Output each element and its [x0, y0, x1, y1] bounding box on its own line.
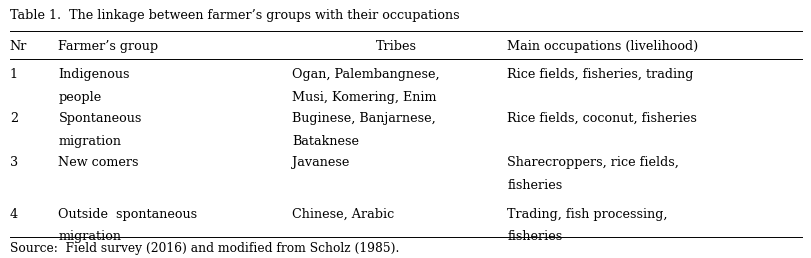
Text: Rice fields, fisheries, trading: Rice fields, fisheries, trading	[507, 68, 693, 81]
Text: Musi, Komering, Enim: Musi, Komering, Enim	[292, 91, 436, 104]
Text: Ogan, Palembangnese,: Ogan, Palembangnese,	[292, 68, 440, 81]
Text: Buginese, Banjarnese,: Buginese, Banjarnese,	[292, 112, 436, 125]
Text: Trading, fish processing,: Trading, fish processing,	[507, 208, 667, 221]
Text: 1: 1	[10, 68, 18, 81]
Text: Chinese, Arabic: Chinese, Arabic	[292, 208, 394, 221]
Text: 2: 2	[10, 112, 18, 125]
Text: Main occupations (livelihood): Main occupations (livelihood)	[507, 40, 698, 53]
Text: people: people	[58, 91, 101, 104]
Text: migration: migration	[58, 230, 122, 243]
Text: migration: migration	[58, 135, 122, 148]
Text: Source:  Field survey (2016) and modified from Scholz (1985).: Source: Field survey (2016) and modified…	[10, 242, 399, 255]
Text: Outside  spontaneous: Outside spontaneous	[58, 208, 197, 221]
Text: Bataknese: Bataknese	[292, 135, 359, 148]
Text: Nr: Nr	[10, 40, 27, 53]
Text: 3: 3	[10, 156, 18, 169]
Text: Indigenous: Indigenous	[58, 68, 130, 81]
Text: fisheries: fisheries	[507, 179, 562, 192]
Text: New comers: New comers	[58, 156, 139, 169]
Text: Table 1.  The linkage between farmer’s groups with their occupations: Table 1. The linkage between farmer’s gr…	[10, 9, 459, 22]
Text: Spontaneous: Spontaneous	[58, 112, 142, 125]
Text: fisheries: fisheries	[507, 230, 562, 243]
Text: Tribes: Tribes	[375, 40, 416, 53]
Text: Javanese: Javanese	[292, 156, 350, 169]
Text: 4: 4	[10, 208, 18, 221]
Text: Farmer’s group: Farmer’s group	[58, 40, 158, 53]
Text: Sharecroppers, rice fields,: Sharecroppers, rice fields,	[507, 156, 679, 169]
Text: Rice fields, coconut, fisheries: Rice fields, coconut, fisheries	[507, 112, 697, 125]
